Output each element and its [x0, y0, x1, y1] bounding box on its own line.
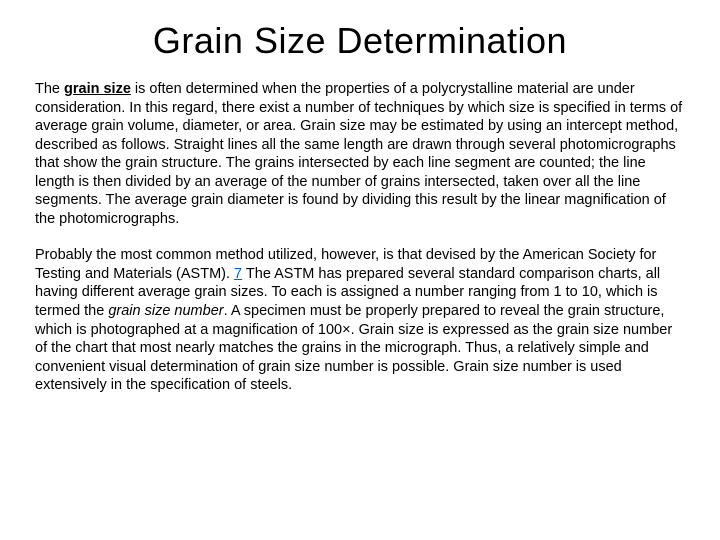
- grain-size-term: grain size: [64, 81, 131, 97]
- page-title: Grain Size Determination: [35, 20, 685, 62]
- grain-size-number-term: grain size number: [108, 303, 223, 319]
- p1-rest: is often determined when the properties …: [35, 81, 682, 227]
- paragraph-1: The grain size is often determined when …: [35, 80, 685, 228]
- p1-start: The: [35, 81, 64, 97]
- paragraph-2: Probably the most common method utilized…: [35, 246, 685, 394]
- reference-link-7[interactable]: 7: [234, 266, 242, 282]
